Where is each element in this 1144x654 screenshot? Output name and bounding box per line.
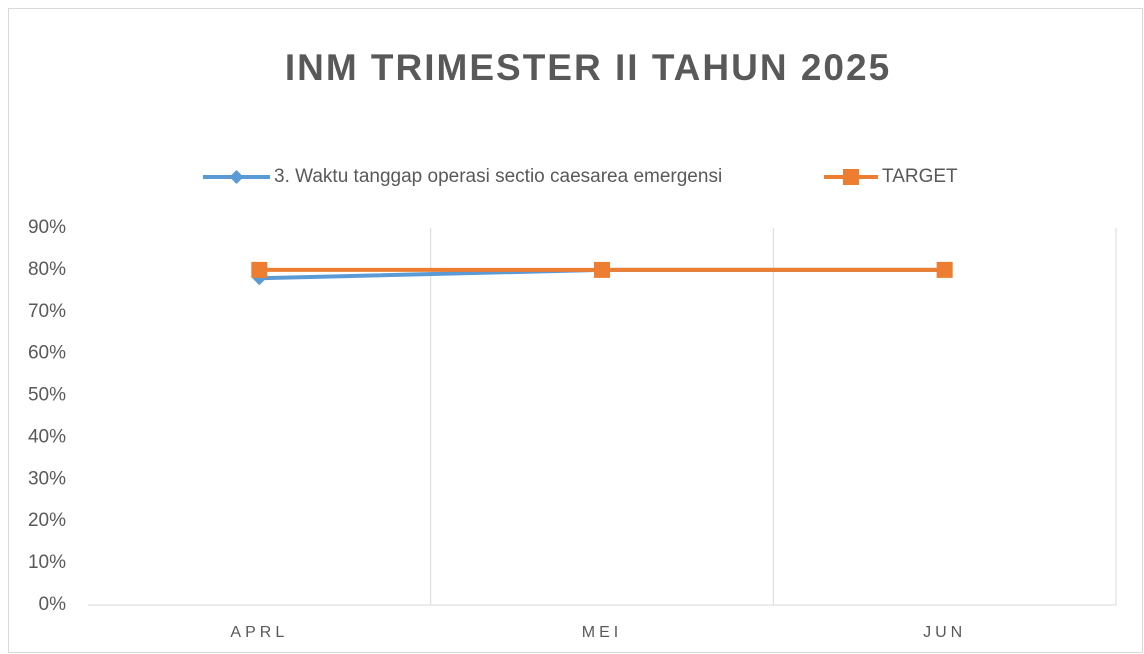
x-tick-label: JUN <box>923 624 966 641</box>
chart-title: INM TRIMESTER II TAHUN 2025 <box>285 47 891 88</box>
x-tick-label: MEI <box>582 624 622 641</box>
y-tick-label: 0% <box>39 594 67 615</box>
legend-marker <box>843 169 859 185</box>
y-tick-label: 80% <box>28 259 66 280</box>
y-tick-label: 90% <box>28 217 66 238</box>
y-tick-label: 50% <box>28 385 66 406</box>
legend-label: 3. Waktu tanggap operasi sectio caesarea… <box>274 166 722 187</box>
legend-marker <box>229 170 244 184</box>
legend-label: TARGET <box>882 166 958 187</box>
y-tick-label: 10% <box>28 552 66 573</box>
chart-border <box>8 8 1143 653</box>
data-point <box>251 261 268 278</box>
y-tick-label: 20% <box>28 510 66 531</box>
y-tick-label: 60% <box>28 343 66 364</box>
x-tick-label: APRL <box>230 624 288 641</box>
data-point <box>594 261 610 278</box>
y-tick-label: 70% <box>28 301 66 322</box>
y-tick-label: 30% <box>28 468 66 489</box>
data-point <box>936 261 953 278</box>
y-tick-label: 40% <box>28 426 66 447</box>
